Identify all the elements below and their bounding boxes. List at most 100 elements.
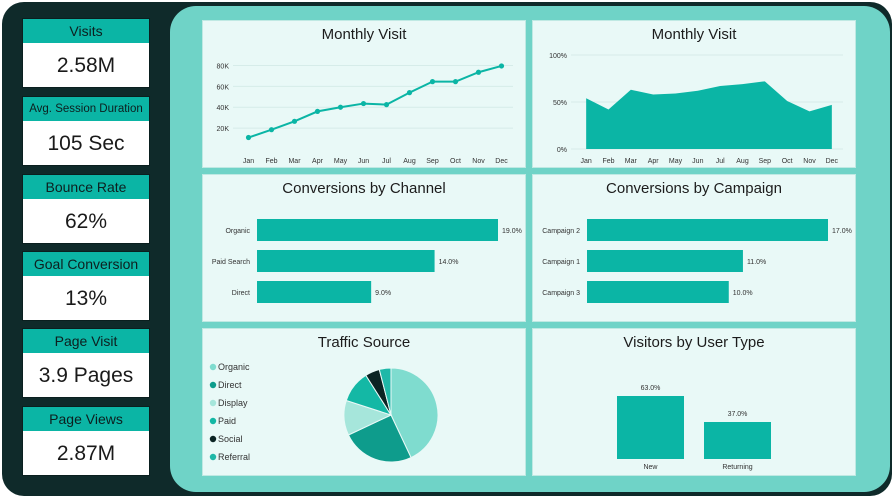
legend-label: Referral [218, 452, 250, 462]
x-tick-label: Jan [581, 158, 592, 165]
y-tick-label: 80K [217, 63, 230, 70]
x-tick-label: Jun [358, 158, 369, 165]
category-label: Paid Search [212, 259, 250, 266]
kpi-value: 2.87M [56, 442, 116, 465]
pie-slice [390, 367, 439, 459]
panel-conversions-by-campaign: Conversions by Campaign Campaign 2 17.0% C… [532, 174, 856, 322]
y-tick-label: 60K [217, 84, 230, 91]
x-tick-label: Aug [403, 158, 416, 165]
data-point [429, 79, 436, 85]
data-label: 17.0% [832, 228, 852, 235]
data-point [268, 127, 275, 133]
data-point [406, 90, 413, 96]
data-point [475, 69, 482, 75]
kpi-value: 2.58M [56, 54, 116, 77]
y-tick-label: 50% [553, 100, 567, 107]
legend-label: Display [218, 398, 248, 408]
charts-area: Monthly Visit 20K 40K 60K 80K Jan Feb Mar Apr Ma… [170, 6, 890, 492]
kpi-label: Goal Conversion [23, 252, 149, 276]
series-line [248, 65, 502, 139]
chart-title: Visitors by User Type [623, 334, 765, 351]
kpi-card-session-duration: Avg. Session Duration 105 Sec [22, 96, 150, 166]
kpi-value: 3.9 Pages [38, 364, 134, 387]
data-point [383, 102, 390, 108]
data-label: 14.0% [439, 259, 459, 266]
data-label: 37.0% [728, 411, 748, 418]
chart-title: Traffic Source [317, 334, 411, 351]
x-tick-label: Jan [243, 158, 254, 165]
data-point [337, 104, 344, 110]
category-label: Direct [232, 290, 250, 297]
bar [587, 219, 828, 241]
bar [257, 219, 498, 241]
panel-visitors-by-user-type: Visitors by User Type 63.0% New 37.0% Retur… [532, 328, 856, 476]
x-tick-label: Aug [736, 158, 749, 165]
kpi-value: 13% [64, 287, 108, 310]
kpi-card-page-visit: Page Visit 3.9 Pages [22, 328, 150, 398]
x-tick-label: Dec [495, 158, 508, 165]
category-label: Returning [722, 464, 752, 471]
chart-title: Conversions by Channel [282, 180, 446, 197]
x-tick-label: Oct [450, 158, 461, 165]
legend-marker [209, 399, 217, 407]
category-label: Campaign 1 [542, 259, 580, 266]
bar [257, 281, 372, 303]
x-tick-label: May [334, 158, 348, 165]
legend-label: Organic [218, 362, 250, 372]
y-tick-label: 100% [549, 53, 567, 60]
x-tick-label: Apr [648, 158, 660, 165]
bar [257, 250, 435, 272]
x-tick-label: Nov [472, 158, 485, 165]
category-label: New [643, 464, 658, 471]
x-tick-label: Mar [625, 158, 638, 165]
visitors-by-user-type-chart: 63.0% New 37.0% Returning [617, 385, 771, 471]
x-tick-label: Jun [692, 158, 703, 165]
bar [704, 422, 771, 459]
data-point [314, 108, 321, 114]
legend-label: Social [218, 434, 243, 444]
x-tick-label: May [669, 158, 683, 165]
panel-conversions-by-channel: Conversions by Channel Organic 19.0% Paid … [202, 174, 526, 322]
panel-monthly-visit-line: Monthly Visit 20K 40K 60K 80K Jan Feb Mar Apr Ma… [202, 20, 526, 168]
bar [617, 396, 684, 459]
kpi-label: Avg. Session Duration [23, 97, 149, 121]
data-point [360, 100, 367, 107]
x-tick-label: Dec [826, 158, 839, 165]
x-tick-label: Sep [426, 158, 439, 165]
category-label: Campaign 3 [542, 290, 580, 297]
chart-title: Monthly Visit [321, 26, 407, 43]
data-label: 19.0% [502, 228, 522, 235]
kpi-card-goal-conversion: Goal Conversion 13% [22, 251, 150, 321]
legend-label: Paid [218, 416, 236, 426]
x-tick-label: Jul [716, 158, 725, 165]
pie-slice [378, 367, 392, 416]
legend-marker [209, 435, 217, 443]
panel-monthly-visit-area: Monthly Visit 0% 50% 100% Jan Feb Mar Apr May Ju… [532, 20, 856, 168]
category-label: Organic [225, 228, 250, 235]
chart-title: Conversions by Campaign [606, 180, 782, 197]
x-tick-label: Jul [382, 158, 391, 165]
conversions-by-campaign-chart: Campaign 2 17.0% Campaign 1 11.0% Campaign 3… [542, 219, 852, 303]
data-label: 11.0% [747, 259, 766, 266]
y-tick-label: 40K [217, 105, 230, 112]
category-label: Campaign 2 [542, 228, 580, 235]
data-point [291, 118, 298, 124]
kpi-value: 62% [64, 210, 108, 233]
data-point [452, 79, 459, 85]
pie-slice [347, 414, 412, 463]
data-point [498, 63, 505, 69]
traffic-source-pie-chart: Organic Direct Display Paid Social Referral [209, 362, 439, 463]
data-label: 63.0% [641, 385, 661, 392]
x-tick-label: Feb [602, 158, 614, 165]
x-tick-label: Nov [803, 158, 816, 165]
data-label: 9.0% [375, 290, 391, 297]
kpi-card-page-views: Page Views 2.87M [22, 406, 150, 476]
kpi-card-bounce-rate: Bounce Rate 62% [22, 174, 150, 244]
kpi-value: 105 Sec [47, 132, 125, 155]
data-label: 10.0% [733, 290, 753, 297]
legend-marker [209, 417, 217, 425]
legend-marker [209, 453, 217, 461]
legend-marker [209, 363, 217, 371]
bar [587, 250, 743, 272]
kpi-label: Page Views [23, 407, 149, 431]
